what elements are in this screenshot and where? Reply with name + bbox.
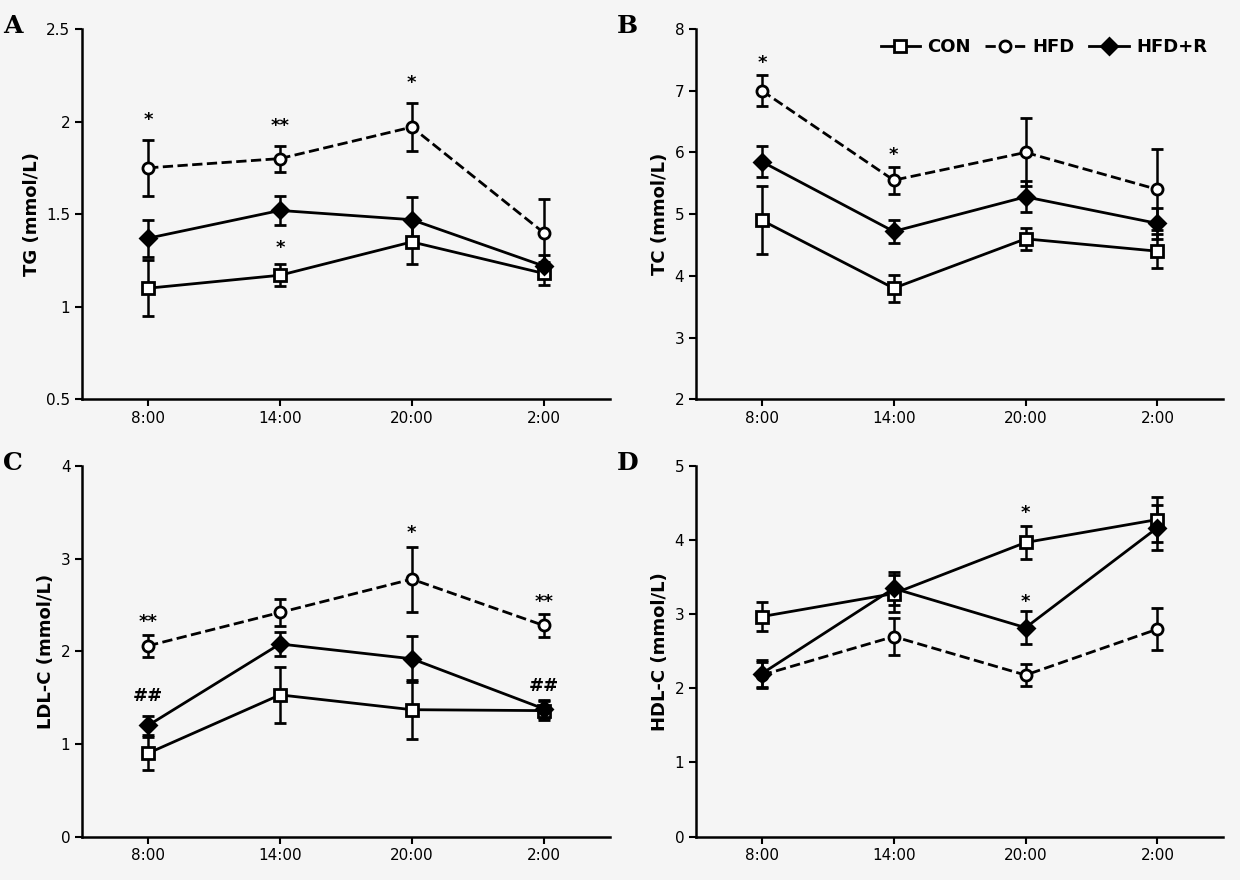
Text: **: ** — [534, 592, 553, 611]
Text: **: ** — [270, 116, 289, 135]
Text: B: B — [616, 14, 637, 38]
Y-axis label: HDL-C (mmol/L): HDL-C (mmol/L) — [651, 572, 668, 730]
Text: ##: ## — [528, 677, 559, 695]
Text: *: * — [1021, 592, 1030, 611]
Y-axis label: LDL-C (mmol/L): LDL-C (mmol/L) — [37, 574, 55, 729]
Y-axis label: TG (mmol/L): TG (mmol/L) — [22, 152, 41, 276]
Legend: CON, HFD, HFD+R: CON, HFD, HFD+R — [873, 31, 1214, 63]
Text: *: * — [1021, 504, 1030, 523]
Text: *: * — [144, 111, 153, 129]
Text: D: D — [616, 451, 639, 475]
Text: *: * — [407, 74, 417, 92]
Text: *: * — [889, 145, 899, 164]
Text: *: * — [275, 238, 285, 257]
Text: **: ** — [139, 613, 157, 631]
Text: ##: ## — [133, 687, 164, 705]
Y-axis label: TC (mmol/L): TC (mmol/L) — [651, 153, 668, 275]
Text: A: A — [2, 14, 22, 38]
Text: C: C — [2, 451, 24, 475]
Text: *: * — [758, 55, 766, 72]
Text: *: * — [407, 524, 417, 542]
